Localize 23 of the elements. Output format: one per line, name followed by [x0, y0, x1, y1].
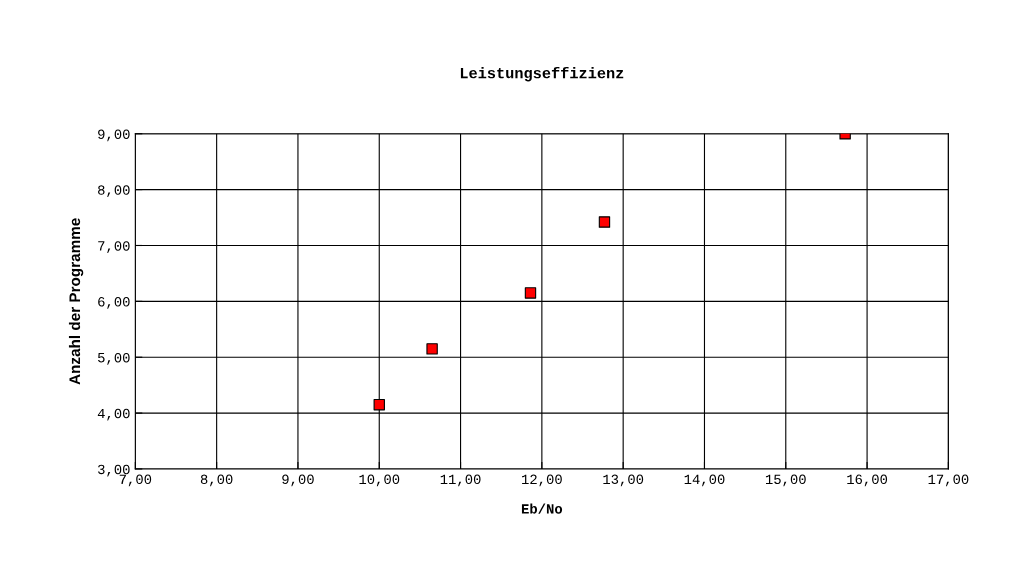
y-tick-label: 4,00 [97, 408, 130, 421]
y-tick-label: 8,00 [98, 185, 130, 198]
point [373, 399, 385, 411]
x-axis-title: Eb/No [521, 503, 563, 514]
y-tick-label: 5,00 [98, 352, 130, 365]
point [598, 216, 611, 228]
y-tick-label: 9,00 [98, 129, 130, 142]
x-tick-label: 13,00 [603, 474, 644, 487]
chart-title: Leistungseffizienz [460, 66, 624, 82]
x-tick-label: 8,00 [200, 474, 233, 487]
y-tick-label: 7,00 [98, 241, 130, 253]
point [426, 343, 438, 355]
y-tick-label: 6,00 [98, 297, 130, 309]
x-tick-label: 16,00 [847, 474, 888, 487]
x-tick-label: 10,00 [359, 474, 400, 487]
x-tick-label: 12,00 [522, 474, 562, 487]
x-tick-label: 14,00 [684, 474, 725, 487]
y-axis-title: Anzahl der Programme [68, 218, 84, 385]
point [524, 287, 537, 299]
x-tick-label: 15,00 [765, 474, 806, 487]
x-tick-label: 9,00 [282, 474, 314, 487]
x-tick-label: 17,00 [928, 474, 969, 487]
x-tick-label: 11,00 [440, 474, 481, 487]
